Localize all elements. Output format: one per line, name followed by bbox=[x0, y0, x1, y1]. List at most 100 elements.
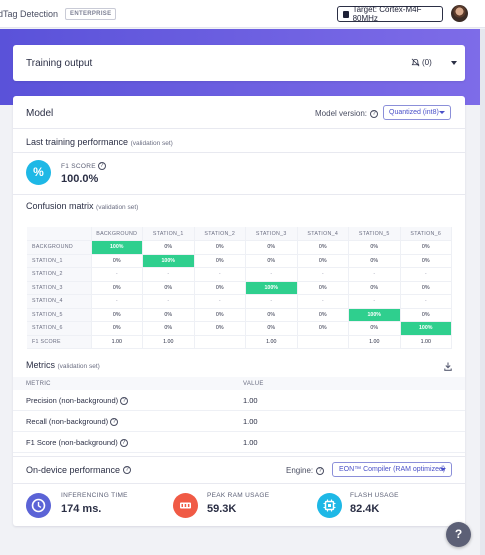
inferencing-time-label: INFERENCING TIME bbox=[61, 492, 128, 499]
training-output-panel[interactable]: Training output (0) bbox=[13, 45, 465, 81]
matrix-cell: 0% bbox=[194, 254, 246, 268]
f1-score-label-text: F1 SCORE bbox=[61, 162, 96, 170]
help-icon[interactable]: ? bbox=[316, 466, 325, 475]
target-device-button[interactable]: Target: Cortex-M4F 80MHz bbox=[337, 5, 443, 23]
matrix-cell: - bbox=[400, 294, 452, 309]
help-icon[interactable]: ? bbox=[120, 396, 129, 405]
matrix-cell: 0% bbox=[297, 321, 349, 336]
on-device-heading: On-device performance ? bbox=[26, 465, 132, 475]
matrix-cell: - bbox=[194, 267, 246, 282]
help-button[interactable]: ? bbox=[446, 522, 471, 547]
metric-column-header: METRIC bbox=[26, 381, 51, 387]
help-icon[interactable]: ? bbox=[370, 109, 379, 118]
matrix-cell: - bbox=[91, 294, 143, 309]
project-title[interactable]: dTag Detection bbox=[0, 8, 59, 19]
matrix-cell: 0% bbox=[297, 240, 349, 255]
matrix-cell: 0% bbox=[245, 240, 298, 255]
matrix-cell: 0% bbox=[194, 321, 246, 336]
matrix-column-header: STATION_5 bbox=[348, 227, 401, 241]
clock-icon bbox=[26, 493, 51, 518]
matrix-cell: 0% bbox=[142, 240, 195, 255]
matrix-cell: 0% bbox=[400, 308, 452, 322]
model-version-label: Model version: ? bbox=[315, 109, 379, 118]
flash-usage-value: 82.4K bbox=[350, 503, 380, 515]
notifications-toggle[interactable]: (0) bbox=[411, 58, 432, 67]
model-panel: Model Model version: ? Quantized (int8) … bbox=[13, 96, 465, 526]
matrix-cell: 0% bbox=[245, 254, 298, 268]
metric-row: Recall (non-background)? 1.00 bbox=[13, 411, 465, 432]
metrics-subtitle: (validation set) bbox=[57, 363, 100, 370]
matrix-row-label: F1 SCORE bbox=[27, 335, 92, 349]
matrix-f1-cell: 1.00 bbox=[348, 335, 401, 349]
target-label: Target: Cortex-M4F 80MHz bbox=[352, 5, 422, 23]
matrix-f1-cell: 1.00 bbox=[245, 335, 298, 349]
divider bbox=[13, 483, 465, 484]
metric-value: 1.00 bbox=[243, 438, 258, 447]
metric-value: 1.00 bbox=[243, 396, 258, 405]
help-icon[interactable]: ? bbox=[123, 466, 132, 474]
matrix-cell: 0% bbox=[400, 281, 452, 295]
matrix-cell: 0% bbox=[91, 308, 143, 322]
matrix-row: STATION_2- - - - - - - bbox=[27, 267, 452, 282]
matrix-cell: - bbox=[194, 294, 246, 309]
engine-label-text: Engine: bbox=[286, 466, 314, 475]
matrix-row-label: STATION_6 bbox=[27, 321, 92, 336]
user-avatar[interactable] bbox=[451, 5, 468, 22]
matrix-cell: - bbox=[142, 294, 195, 309]
matrix-cell: - bbox=[245, 294, 298, 309]
matrix-cell: 100% bbox=[91, 240, 143, 255]
metrics-title: Metrics bbox=[26, 360, 55, 370]
matrix-column-header: STATION_2 bbox=[194, 227, 246, 241]
matrix-cell: 100% bbox=[142, 254, 195, 268]
help-icon[interactable]: ? bbox=[110, 417, 119, 426]
download-icon[interactable] bbox=[444, 362, 452, 371]
flash-usage-label: FLASH USAGE bbox=[350, 492, 399, 499]
matrix-cell: 0% bbox=[297, 254, 349, 268]
peak-ram-label: PEAK RAM USAGE bbox=[207, 492, 270, 499]
on-device-title: On-device performance bbox=[26, 465, 121, 475]
matrix-row-label: STATION_3 bbox=[27, 281, 92, 295]
help-icon[interactable]: ? bbox=[119, 438, 128, 447]
matrix-cell: 0% bbox=[400, 240, 452, 255]
matrix-row: STATION_1 0% 100% 0% 0% 0% 0% 0% bbox=[27, 254, 452, 268]
matrix-f1-cell: 1.00 bbox=[400, 335, 452, 349]
help-icon[interactable]: ? bbox=[97, 162, 106, 170]
matrix-cell: - bbox=[348, 294, 401, 309]
matrix-cell: 0% bbox=[194, 240, 246, 255]
matrix-column-header: STATION_4 bbox=[297, 227, 349, 241]
matrix-row-label: STATION_5 bbox=[27, 308, 92, 322]
matrix-cell: - bbox=[91, 267, 143, 282]
divider bbox=[13, 194, 465, 195]
model-version-select[interactable]: Quantized (int8) bbox=[383, 105, 451, 120]
matrix-cell: 0% bbox=[348, 281, 401, 295]
matrix-column-header: STATION_6 bbox=[400, 227, 452, 241]
model-heading: Model bbox=[26, 108, 54, 119]
matrix-f1-cell bbox=[297, 335, 349, 349]
matrix-f1-row: F1 SCORE 1.00 1.00 1.00 1.00 1.00 bbox=[27, 335, 452, 349]
matrix-cell: - bbox=[245, 267, 298, 282]
engine-label: Engine: ? bbox=[286, 466, 325, 475]
flash-chip-icon bbox=[317, 493, 342, 518]
matrix-cell: 0% bbox=[348, 321, 401, 336]
last-training-subtitle: (validation set) bbox=[130, 140, 173, 147]
scrollbar-track[interactable] bbox=[480, 29, 485, 555]
matrix-row-label: STATION_2 bbox=[27, 267, 92, 282]
matrix-cell: 0% bbox=[142, 281, 195, 295]
metric-value: 1.00 bbox=[243, 417, 258, 426]
model-version-text: Model version: bbox=[315, 109, 368, 118]
engine-select[interactable]: EON™ Compiler (RAM optimized) bbox=[332, 462, 452, 477]
metric-name: Recall (non-background)? bbox=[26, 417, 119, 426]
enterprise-badge: ENTERPRISE bbox=[65, 7, 117, 20]
confusion-matrix-subtitle: (validation set) bbox=[96, 204, 139, 211]
matrix-cell: 0% bbox=[142, 321, 195, 336]
matrix-cell: 100% bbox=[348, 308, 401, 322]
divider bbox=[13, 456, 465, 457]
chevron-down-icon[interactable] bbox=[451, 61, 457, 65]
percent-icon: % bbox=[26, 160, 51, 185]
metric-name-text: Recall (non-background) bbox=[26, 417, 109, 426]
confusion-matrix-heading: Confusion matrix (validation set) bbox=[26, 201, 138, 211]
matrix-cell: - bbox=[348, 267, 401, 282]
matrix-cell: 0% bbox=[91, 254, 143, 268]
confusion-matrix-table: BACKGROUND STATION_1 STATION_2 STATION_3 STA… bbox=[27, 227, 452, 349]
matrix-cell: 0% bbox=[297, 281, 349, 295]
